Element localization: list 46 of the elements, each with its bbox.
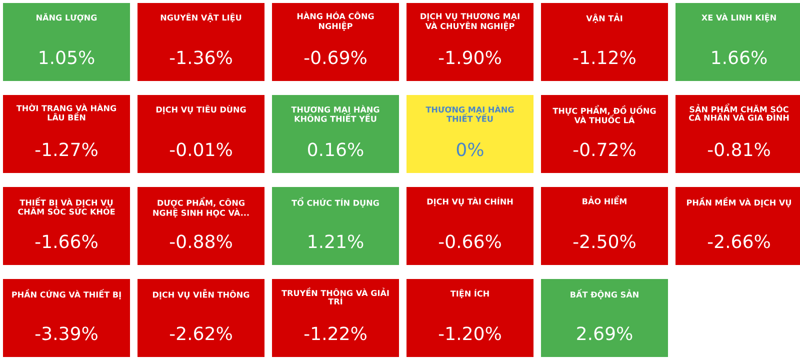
data-label: -1.12% [573, 50, 636, 64]
category-label: DỊCH VỤ TÀI CHÍNH [427, 197, 513, 206]
category-label: PHẦN MỀM VÀ DỊCH VỤ [687, 197, 791, 208]
category-label: TIỆN ÍCH [450, 289, 489, 298]
data-label: -1.27% [35, 142, 98, 156]
category-label: TRUYỀN THÔNG VÀ GIẢI TRÍ [282, 287, 389, 304]
category-label: THỜI TRANG VÀ HÀNG LÂU BỀN [16, 104, 116, 121]
data-label: -1.22% [304, 326, 366, 340]
category-label: DỊCH VỤ TIÊU DÙNG [156, 105, 246, 114]
category-label: DỊCH VỤ VIỄN THÔNG [153, 289, 250, 300]
data-label: -1.90% [438, 50, 501, 64]
category-label: THƯƠNG MẠI HÀNG KHÔNG THIẾT YẾU [291, 105, 380, 122]
category-label: NGUYÊN VẬT LIỆU [160, 13, 242, 22]
data-label: 1.05% [40, 50, 94, 64]
category-label: PHẦN CỨNG VÀ THIẾT BỊ [12, 289, 121, 300]
category-label: XE VÀ LINH KIỆN [702, 13, 776, 22]
data-label: -0.88% [170, 234, 232, 248]
data-label: 1.21% [308, 234, 364, 248]
category-label: BẤT ĐỘNG SẢN [570, 289, 638, 300]
data-label: -1.20% [438, 326, 501, 340]
category-label: VẬN TẢI [586, 13, 622, 23]
data-label: -0.01% [170, 142, 232, 156]
data-label: -2.62% [170, 326, 232, 340]
category-label: DƯỢC PHẨM, CÔNG NGHỆ SINH HỌC VÀ... [153, 197, 249, 218]
data-label: -0.81% [708, 142, 770, 156]
category-label: SẢN PHẨM CHĂM SÓC CÁ NHÂN VÀ GIA ĐÌNH [688, 103, 789, 121]
data-label: -1.36% [170, 50, 232, 64]
data-label: -1.66% [35, 234, 98, 248]
category-label: THỰC PHẨM, ĐỒ UỐNG VÀ THUỐC LÁ [552, 105, 656, 124]
data-label: -2.50% [573, 234, 636, 248]
data-label: 0% [456, 142, 484, 156]
category-label: BẢO HIỂM [582, 195, 626, 204]
category-label: THƯƠNG MẠI HÀNG THIẾT YẾU [426, 105, 514, 122]
data-label: 0.16% [308, 142, 364, 156]
data-label: -0.66% [438, 234, 501, 248]
data-label: -0.72% [573, 142, 636, 156]
category-label: TỔ CHỨC TÍN DỤNG [292, 197, 379, 208]
category-label: HÀNG HÓA CÔNG NGHIỆP [297, 12, 374, 31]
data-label: -0.69% [304, 50, 366, 64]
data-label: -3.39% [35, 326, 98, 340]
category-label: DỊCH VỤ THƯƠNG MẠI VÀ CHUYÊN NGHIỆP [420, 13, 520, 31]
category-label: THIẾT BỊ VÀ DỊCH VỤ CHĂM SÓC SỨC KHỎE [18, 197, 115, 215]
data-label: 1.66% [712, 50, 767, 64]
category-label: NĂNG LƯỢNG [36, 13, 97, 22]
data-label: -2.66% [708, 234, 770, 248]
data-label: 2.69% [577, 326, 632, 340]
